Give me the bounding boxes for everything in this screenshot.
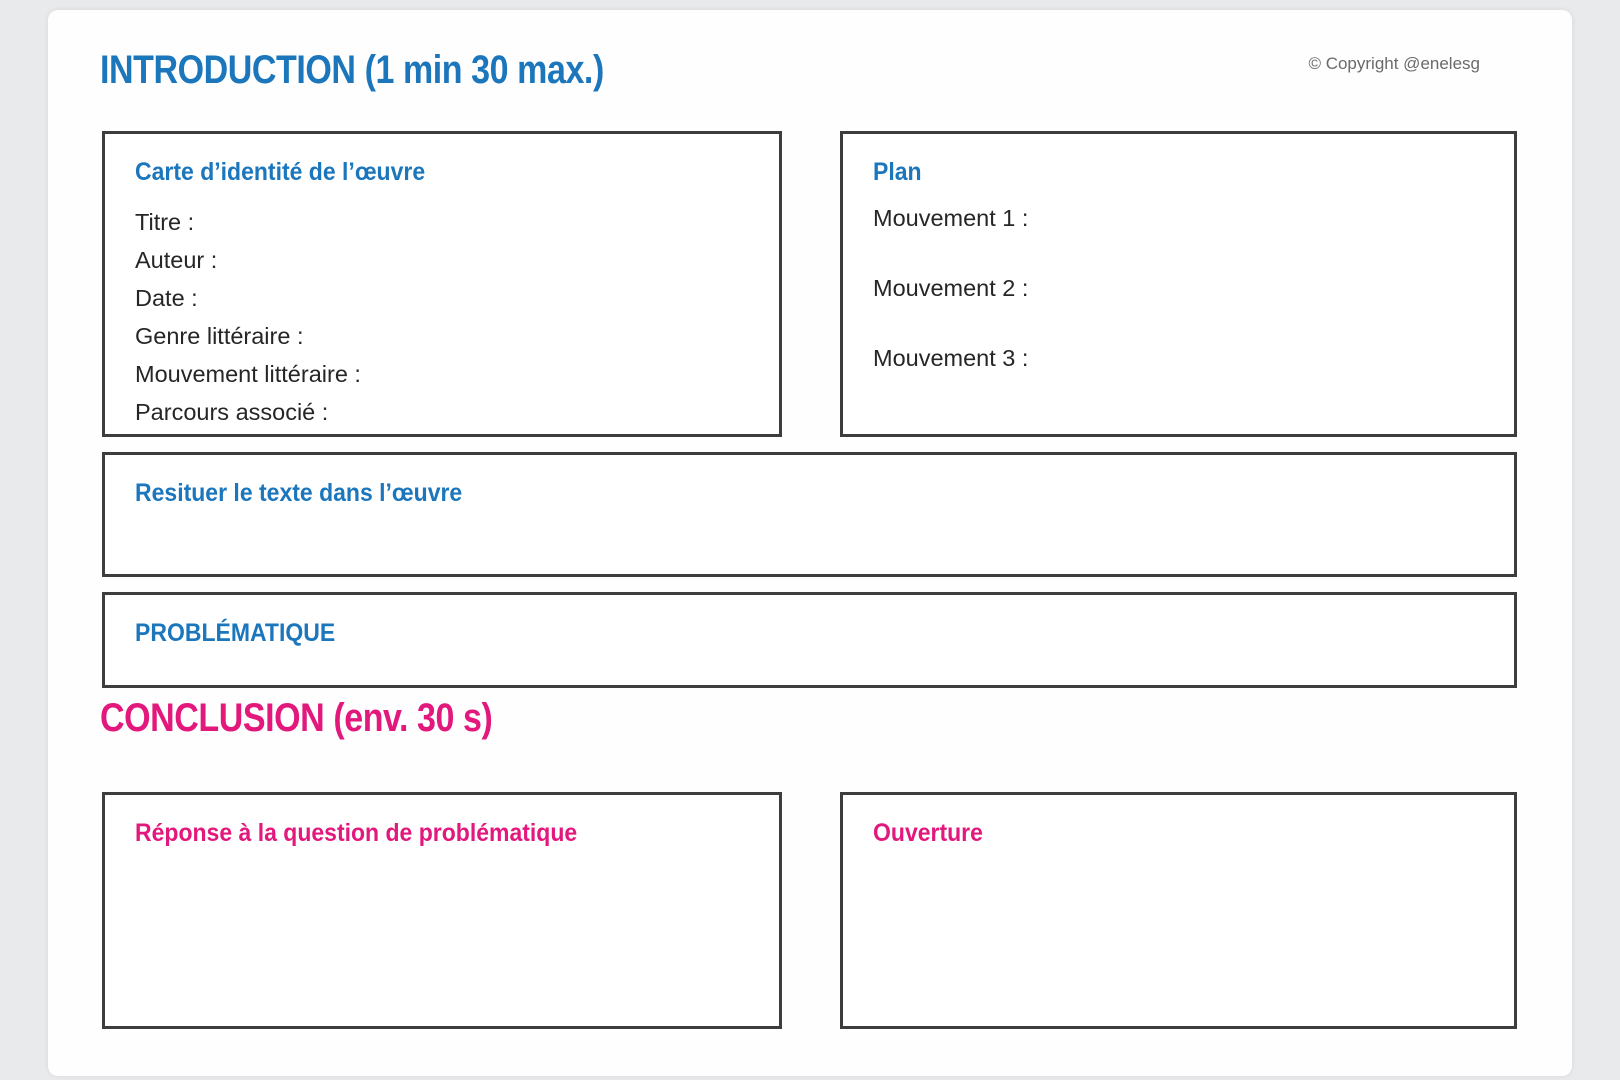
plan-fields: Mouvement 1 : Mouvement 2 : Mouvement 3 … [873,203,1514,373]
field-mouvement-1: Mouvement 1 : [873,205,1029,231]
ouverture-title: Ouverture [873,819,983,847]
field-parcours-associe: Parcours associé : [135,399,329,425]
plan-title: Plan [873,158,922,186]
problematique-title: PROBLÉMATIQUE [135,619,336,647]
resituer-title: Resituer le texte dans l’œuvre [135,479,463,507]
plan-box: Plan Mouvement 1 : Mouvement 2 : Mouveme… [840,131,1517,437]
introduction-heading: INTRODUCTION (1 min 30 max.) [100,48,604,92]
ouverture-box: Ouverture [840,792,1517,1029]
field-titre: Titre : [135,209,195,235]
identity-card-fields: Titre : Auteur : Date : Genre littéraire… [135,203,779,431]
reponse-title: Réponse à la question de problématique [135,819,578,847]
identity-card-title: Carte d’identité de l’œuvre [135,158,426,186]
copyright-notice: © Copyright @enelesg [1308,54,1480,73]
conclusion-heading: CONCLUSION (env. 30 s) [100,696,493,740]
resituer-box: Resituer le texte dans l’œuvre [102,452,1517,577]
worksheet-page: INTRODUCTION (1 min 30 max.) © Copyright… [48,10,1572,1076]
field-date: Date : [135,285,198,311]
field-mouvement-3: Mouvement 3 : [873,345,1029,371]
field-auteur: Auteur : [135,247,218,273]
field-mouvement-litteraire: Mouvement littéraire : [135,361,361,387]
field-mouvement-2: Mouvement 2 : [873,275,1029,301]
reponse-box: Réponse à la question de problématique [102,792,782,1029]
field-genre-litteraire: Genre littéraire : [135,323,304,349]
problematique-box: PROBLÉMATIQUE [102,592,1517,688]
identity-card-box: Carte d’identité de l’œuvre Titre : Aute… [102,131,782,437]
